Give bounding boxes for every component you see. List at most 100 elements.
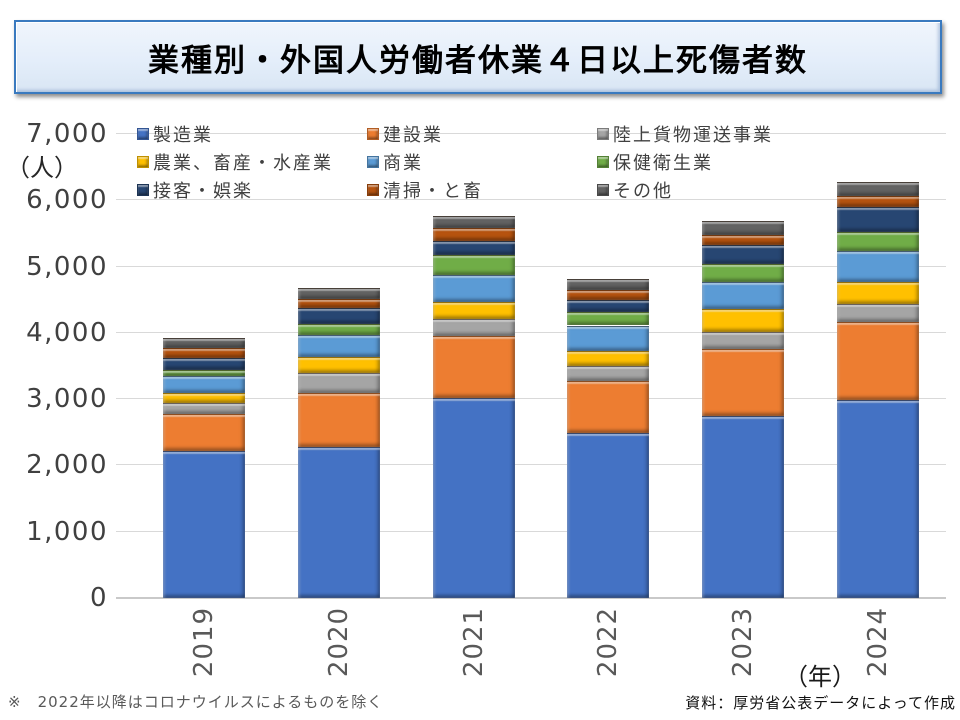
legend-label: 接客・娯楽 [153,181,253,202]
legend-swatch-icon [137,128,149,140]
legend-item-manufacturing: 製造業 [137,120,367,148]
bar-segment [567,279,650,291]
gridline [116,199,946,201]
legend-swatch-icon [597,156,609,168]
bar-segment [836,250,919,283]
bar-segment [163,375,246,394]
y-axis-tick-label: 6,000 [26,185,108,216]
bar-segment [836,195,919,207]
legend-item-construction: 建設業 [367,120,597,148]
bar-segment [836,182,919,196]
legend-swatch-icon [367,184,379,196]
legend-label: 保健衛生業 [613,153,713,174]
bar-segment [836,206,919,233]
bar-segment [567,325,650,352]
legend-label: 農業、畜産・水産業 [153,153,333,174]
y-axis-tick-label: 4,000 [26,317,108,348]
x-axis-label-2021: 2021 [458,606,489,678]
bar-segment [432,397,515,598]
y-axis-tick-label: 1,000 [26,516,108,547]
bar-segment [298,335,381,358]
bar-segment [432,318,515,337]
bar-segment [567,300,650,312]
legend-label: 建設業 [383,125,443,146]
legend-label: 製造業 [153,125,213,146]
bar-segment [298,287,381,299]
bar-segment [702,332,785,349]
bar-segment [298,298,381,308]
bar-segment [702,220,785,235]
bar-segment [702,234,785,245]
bar-segment [567,432,650,598]
gridline [116,597,946,599]
legend-item-health: 保健衛生業 [597,148,807,176]
bar-segment [836,399,919,598]
footnote-covid-exclusion: ※ 2022年以降はコロナウイルスによるものを除く [8,693,384,711]
bar-segment [432,240,515,256]
gridline [116,265,946,267]
legend-item-land-freight: 陸上貨物運送事業 [597,120,807,148]
legend-swatch-icon [367,128,379,140]
chart-legend: 製造業 建設業 陸上貨物運送事業 農業、畜産・水産業 商業 保健衛生業 接客・娯… [137,120,807,204]
bar-segment [298,393,381,448]
gridline [116,331,946,333]
y-axis-tick-label: 5,000 [26,251,108,282]
bar-segment [836,232,919,251]
bar-segment [702,416,785,598]
legend-item-other: その他 [597,176,807,204]
gridline [116,464,946,466]
bar-segment [432,215,515,228]
bar-segment [702,244,785,264]
legend-swatch-icon [597,184,609,196]
bar-segment [432,255,515,275]
bar-segment [702,263,785,283]
bar-segment [836,321,919,400]
bar-segment [702,348,785,417]
gridline [116,530,946,532]
legend-swatch-icon [137,156,149,168]
page-title: 業種別・外国人労働者休業４日以上死傷者数 [148,42,808,79]
y-axis-tick-label: 3,000 [26,384,108,415]
gridline [116,132,946,134]
source-credit: 資料：厚労省公表データによって作成 [685,694,956,712]
y-axis-unit-label: （人） [6,154,78,182]
bar-segment [163,337,246,348]
legend-label: 清掃・と畜 [383,181,483,202]
bar-segment [567,311,650,326]
legend-item-cleaning-slaughter: 清掃・と畜 [367,176,597,204]
bar-segment [836,282,919,304]
title-box: 業種別・外国人労働者休業４日以上死傷者数 [14,20,942,94]
y-axis-tick-label: 0 [89,583,108,613]
gridline [116,398,946,400]
legend-label: 陸上貨物運送事業 [613,125,773,146]
legend-swatch-icon [137,184,149,196]
bar-segment [298,307,381,324]
bar-segment [702,282,785,309]
y-axis-tick-label: 7,000 [26,118,108,149]
bar-segment [163,414,246,452]
bar-segment [163,403,246,415]
bar-segment [432,301,515,319]
x-axis-label-2020: 2020 [324,606,355,678]
legend-swatch-icon [367,156,379,168]
bar-segment [163,370,246,376]
bar-segment [298,447,381,598]
bar-segment [432,336,515,398]
bar-segment [163,357,246,371]
x-axis-unit-label: （年） [784,663,856,691]
bar-segment [432,274,515,302]
bar-segment [298,372,381,394]
legend-label: その他 [613,181,673,202]
bar-segment [567,366,650,382]
bar-segment [836,303,919,322]
bar-segment [163,451,246,598]
x-axis-label-2023: 2023 [728,606,759,678]
legend-swatch-icon [597,128,609,140]
bar-segment [163,347,246,358]
x-axis-label-2019: 2019 [189,606,220,678]
legend-item-commerce: 商業 [367,148,597,176]
bar-segment [298,357,381,373]
bar-segment [298,323,381,336]
bar-segment [567,381,650,433]
